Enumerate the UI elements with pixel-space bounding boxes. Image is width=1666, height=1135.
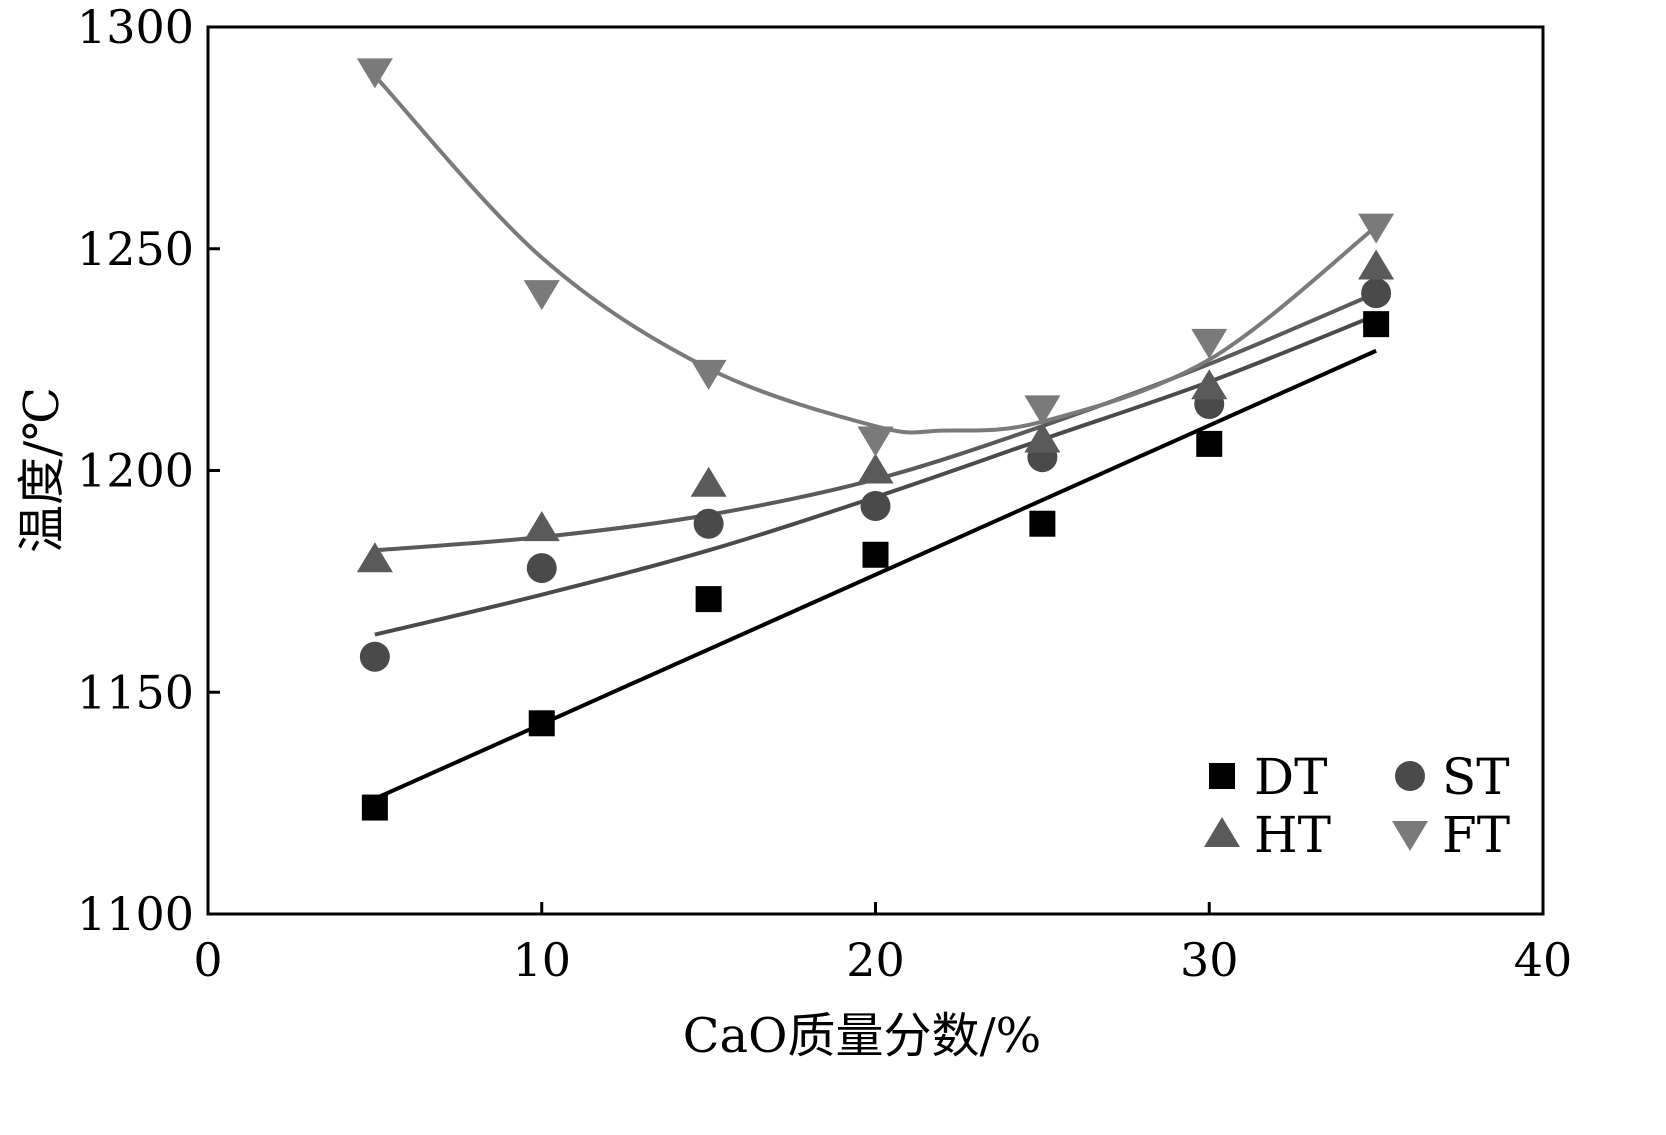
dt-point — [862, 541, 889, 568]
ft-fit-line — [373, 74, 1378, 435]
dt-point — [695, 586, 722, 613]
ft-point — [1191, 328, 1228, 359]
y-tick-label: 1150 — [77, 665, 194, 719]
x-axis-title: CaO质量分数/% — [683, 1008, 1041, 1064]
ht-point — [1191, 369, 1228, 400]
x-tick-label: 40 — [1514, 933, 1573, 987]
ht-point — [523, 511, 560, 542]
ft-point — [1358, 213, 1395, 244]
y-axis-title: 温度/℃ — [14, 387, 70, 553]
st-point — [693, 508, 724, 539]
ft-point — [857, 426, 894, 457]
legend-st-marker — [1395, 761, 1425, 791]
legend-ft-marker — [1392, 821, 1428, 851]
legend-ht-marker — [1204, 817, 1240, 847]
ht-point — [356, 542, 393, 573]
st-point — [860, 490, 891, 521]
dt-fit-line — [374, 348, 1377, 801]
legend: DT ST HT FT — [1204, 748, 1510, 864]
y-tick-label: 1250 — [77, 222, 194, 276]
ht-point — [690, 466, 727, 497]
y-tick-label: 1100 — [77, 887, 194, 941]
legend-dt-marker — [1209, 763, 1235, 789]
legend-dt-label: DT — [1254, 748, 1327, 806]
ft-point — [690, 359, 727, 390]
y-tick-label: 1300 — [77, 0, 194, 54]
x-tick-label: 30 — [1180, 933, 1239, 987]
dt-point — [1363, 311, 1390, 338]
axis-ticks: 0 10 20 30 40 1100 1150 1200 1250 1300 — [77, 0, 1572, 987]
st-point — [359, 641, 390, 672]
ht-point — [1024, 422, 1061, 453]
y-tick-label: 1200 — [77, 444, 194, 498]
ht-point — [1358, 249, 1395, 280]
x-tick-label: 0 — [193, 933, 222, 987]
dt-point — [361, 794, 388, 821]
st-point — [1361, 278, 1392, 309]
data-points — [356, 58, 1395, 821]
legend-ht-label: HT — [1254, 806, 1331, 864]
dt-point — [1196, 430, 1223, 457]
dt-point — [1029, 510, 1056, 537]
dt-point — [528, 710, 555, 737]
legend-st-label: ST — [1442, 748, 1510, 806]
ht-point — [857, 453, 894, 484]
x-tick-label: 10 — [512, 933, 571, 987]
legend-ft-label: FT — [1442, 806, 1510, 864]
x-tick-label: 20 — [846, 933, 905, 987]
st-point — [526, 553, 557, 584]
ft-point — [523, 280, 560, 311]
ft-point — [356, 58, 393, 89]
ft-point — [1024, 395, 1061, 426]
